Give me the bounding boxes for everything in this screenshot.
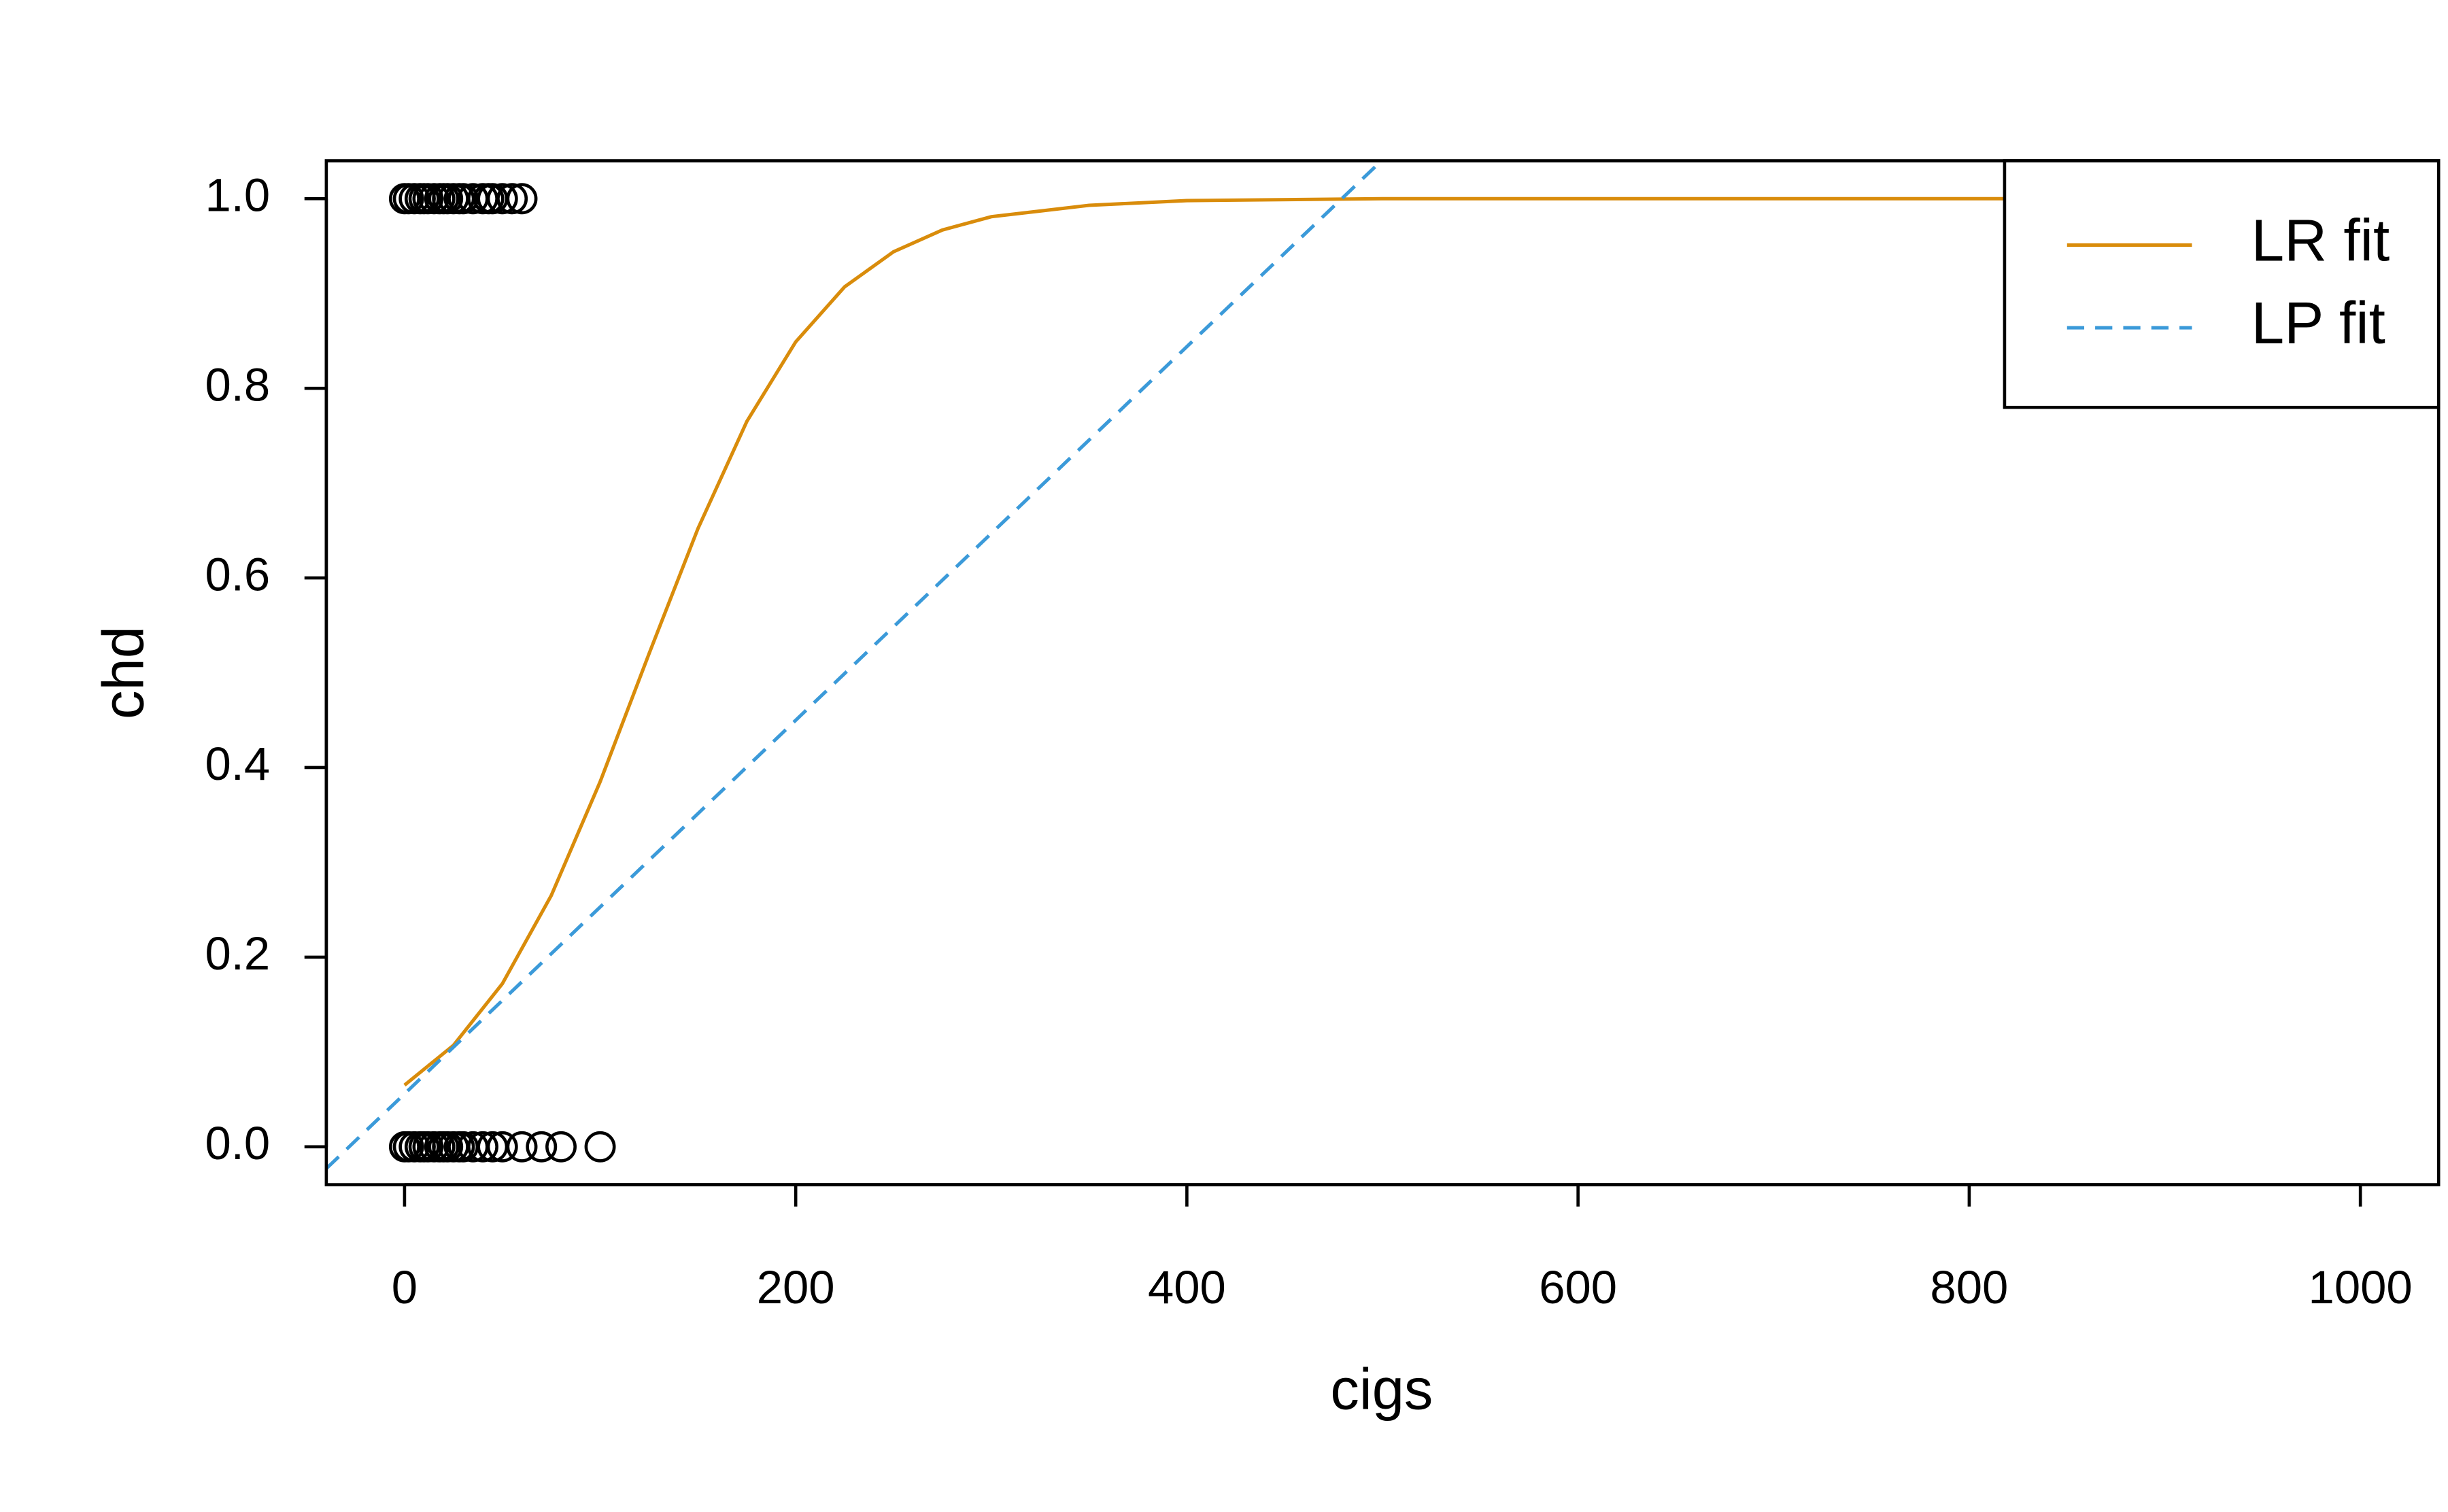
y-tick-label: 0.2 (205, 927, 270, 980)
x-axis-label: cigs (1330, 1357, 1433, 1422)
x-tick-label: 200 (757, 1261, 835, 1313)
y-tick-label: 0.4 (205, 738, 270, 790)
y-tick-label: 1.0 (205, 169, 270, 221)
point (486, 1131, 518, 1163)
fit-line (403, 196, 2361, 1087)
fit-line (326, 160, 1384, 1170)
legend: LR fit LP fit (2003, 159, 2441, 409)
plot-area (326, 160, 2361, 1170)
point (506, 1131, 538, 1163)
y-tick-label: 0.0 (205, 1117, 270, 1169)
x-tick-label: 400 (1148, 1261, 1226, 1313)
x-tick-label: 0 (392, 1261, 418, 1313)
y-tick-label: 0.8 (205, 358, 270, 411)
point (545, 1131, 577, 1163)
point (526, 1131, 558, 1163)
point (506, 183, 538, 215)
legend-box (2003, 159, 2441, 409)
point (486, 183, 518, 215)
point (467, 1131, 498, 1163)
x-tick-label: 800 (1930, 1261, 2008, 1313)
point (584, 1131, 616, 1163)
legend-label: LP fit (2251, 290, 2385, 356)
x-tick-label: 1000 (2309, 1261, 2413, 1313)
x-tick-label: 600 (1539, 1261, 1617, 1313)
point (496, 183, 528, 215)
legend-label: LR fit (2251, 207, 2390, 273)
y-tick-label: 0.6 (205, 548, 270, 600)
y-axis-label: chd (91, 626, 156, 719)
